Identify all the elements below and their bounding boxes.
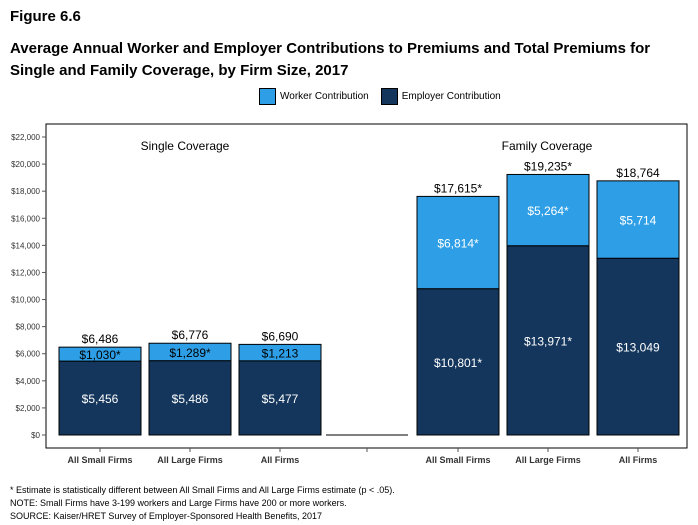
y-tick-label: $12,000 <box>11 268 40 277</box>
y-tick-label: $0 <box>31 431 40 440</box>
x-tick-label: All Firms <box>261 455 300 465</box>
bar-employer <box>148 360 232 436</box>
data-label-total: $17,615* <box>434 181 482 195</box>
figure-label: Figure 6.6 <box>10 8 81 25</box>
bar-worker <box>148 342 232 362</box>
data-label-employer: $5,456 <box>82 392 119 406</box>
x-tick-label: All Firms <box>619 455 658 465</box>
footnote-source: SOURCE: Kaiser/HRET Survey of Employer-S… <box>10 511 322 521</box>
bar-employer <box>506 245 590 436</box>
data-label-employer: $5,477 <box>262 392 299 406</box>
group-label-family: Family Coverage <box>502 139 593 153</box>
legend-swatch-worker <box>259 88 276 105</box>
data-label-employer: $10,801* <box>434 356 482 370</box>
bar-worker <box>238 343 322 362</box>
x-tick-label: All Small Firms <box>67 455 132 465</box>
legend-item-employer: Employer Contribution <box>380 88 501 105</box>
bar-worker <box>58 346 142 362</box>
x-tick-label: All Large Firms <box>157 455 223 465</box>
bar-employer <box>596 257 680 436</box>
bar-employer <box>58 360 142 436</box>
y-tick-label: $18,000 <box>11 187 40 196</box>
legend-item-worker: Worker Contribution <box>259 88 369 105</box>
data-label-worker: $1,289* <box>169 346 211 360</box>
legend-label-worker: Worker Contribution <box>280 91 369 102</box>
y-tick-label: $8,000 <box>16 323 41 332</box>
bar-worker <box>416 195 500 290</box>
chart-title: Average Annual Worker and Employer Contr… <box>10 40 651 79</box>
footnote-note: NOTE: Small Firms have 3-199 workers and… <box>10 498 347 508</box>
y-tick-label: $22,000 <box>11 133 40 142</box>
data-label-employer: $13,049 <box>616 341 660 355</box>
y-tick-label: $10,000 <box>11 296 40 305</box>
bar-employer <box>416 288 500 436</box>
bar-worker <box>506 173 590 247</box>
x-tick-label: All Small Firms <box>425 455 490 465</box>
legend-label-employer: Employer Contribution <box>401 91 501 102</box>
footnotes: * Estimate is statistically different be… <box>10 484 395 523</box>
legend: Worker Contribution Employer Contributio… <box>259 88 513 105</box>
data-label-total: $6,486 <box>82 332 119 346</box>
data-label-worker: $6,814* <box>437 237 479 251</box>
x-tick-label: All Large Firms <box>515 455 581 465</box>
data-label-total: $18,764 <box>616 166 660 180</box>
y-tick-label: $6,000 <box>16 350 41 359</box>
footnote-significance: * Estimate is statistically different be… <box>10 485 395 495</box>
plot-frame <box>45 123 688 449</box>
y-tick-label: $4,000 <box>16 377 41 386</box>
y-tick-label: $14,000 <box>11 241 40 250</box>
bar-worker <box>596 180 680 259</box>
y-tick-label: $16,000 <box>11 214 40 223</box>
data-label-total: $6,776 <box>172 328 209 342</box>
y-tick-label: $20,000 <box>11 160 40 169</box>
data-label-worker: $5,714 <box>620 214 657 228</box>
data-label-worker: $1,213 <box>262 347 299 361</box>
data-label-worker: $5,264* <box>527 204 569 218</box>
bar-employer <box>238 360 322 436</box>
y-tick-label: $2,000 <box>16 404 41 413</box>
data-label-total: $19,235* <box>524 159 572 173</box>
data-label-employer: $13,971* <box>524 334 572 348</box>
data-label-worker: $1,030* <box>79 348 121 362</box>
legend-swatch-employer <box>380 88 398 105</box>
data-label-employer: $5,486 <box>172 392 209 406</box>
data-label-total: $6,690 <box>262 329 299 343</box>
group-label-single: Single Coverage <box>141 139 230 153</box>
